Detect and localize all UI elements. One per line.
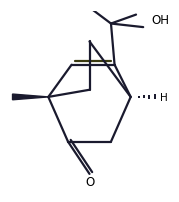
Polygon shape <box>13 95 48 100</box>
Text: O: O <box>85 176 94 188</box>
Text: OH: OH <box>151 14 169 26</box>
Text: H: H <box>160 93 168 102</box>
